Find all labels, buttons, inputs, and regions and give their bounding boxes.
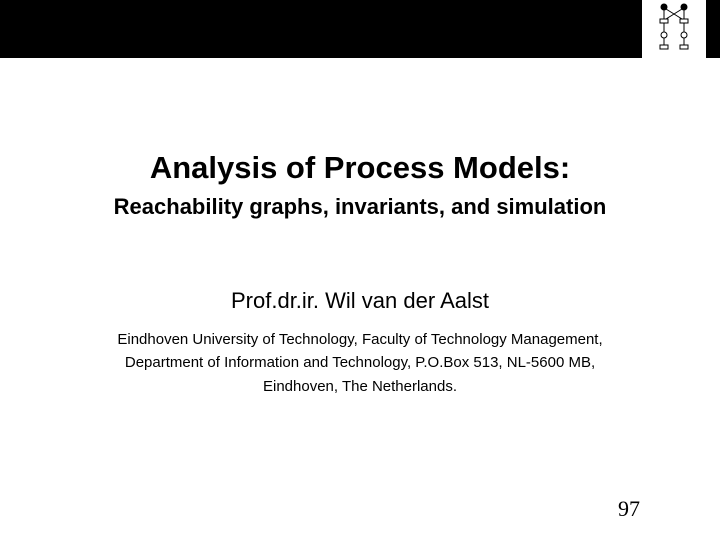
slide-content: Analysis of Process Models: Reachability… xyxy=(0,150,720,398)
slide-title: Analysis of Process Models: xyxy=(50,150,670,186)
page-number: 97 xyxy=(618,496,640,522)
header-bar xyxy=(0,0,720,58)
slide-subtitle: Reachability graphs, invariants, and sim… xyxy=(50,194,670,220)
slide-affiliation: Eindhoven University of Technology, Facu… xyxy=(50,328,670,398)
petri-net-logo-icon xyxy=(642,0,706,58)
affiliation-line: Eindhoven University of Technology, Facu… xyxy=(50,328,670,351)
slide-author: Prof.dr.ir. Wil van der Aalst xyxy=(50,288,670,314)
affiliation-line: Department of Information and Technology… xyxy=(50,351,670,374)
affiliation-line: Eindhoven, The Netherlands. xyxy=(50,375,670,398)
